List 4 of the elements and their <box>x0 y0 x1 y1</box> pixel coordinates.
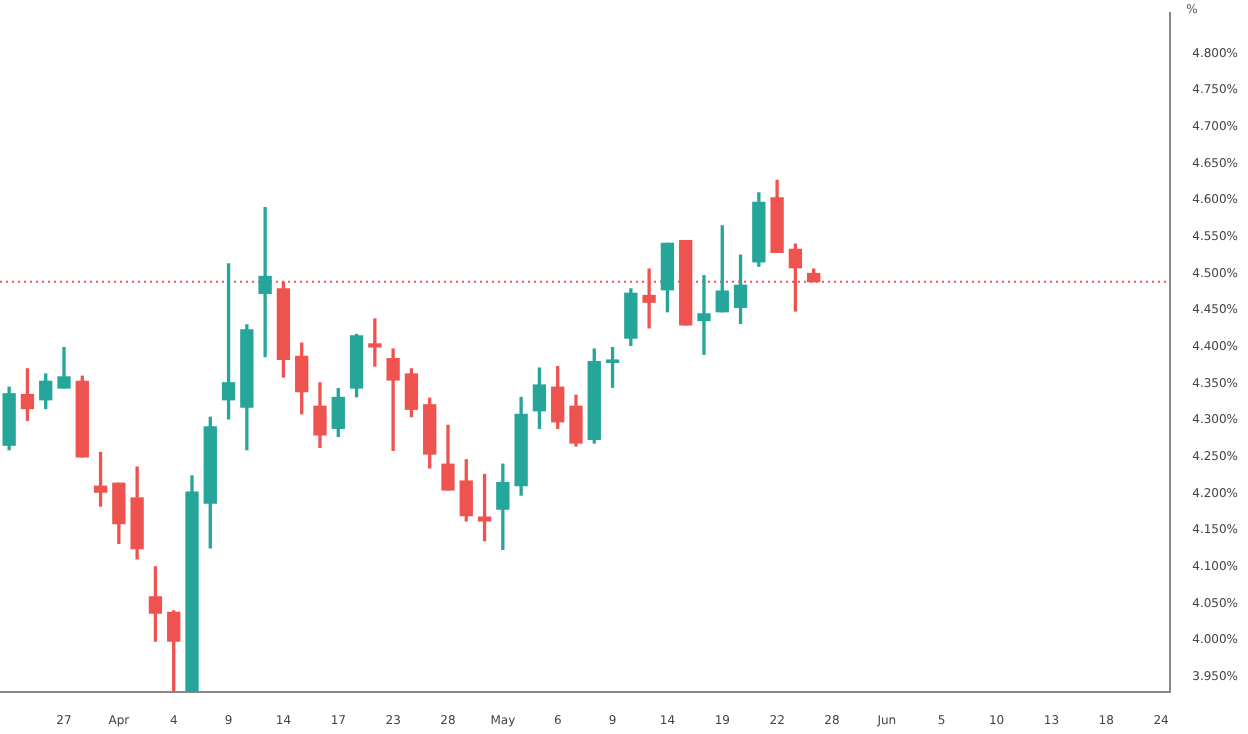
candlestick <box>368 318 382 367</box>
candlestick <box>258 206 272 358</box>
candlestick <box>697 275 711 355</box>
candlestick <box>386 348 400 451</box>
